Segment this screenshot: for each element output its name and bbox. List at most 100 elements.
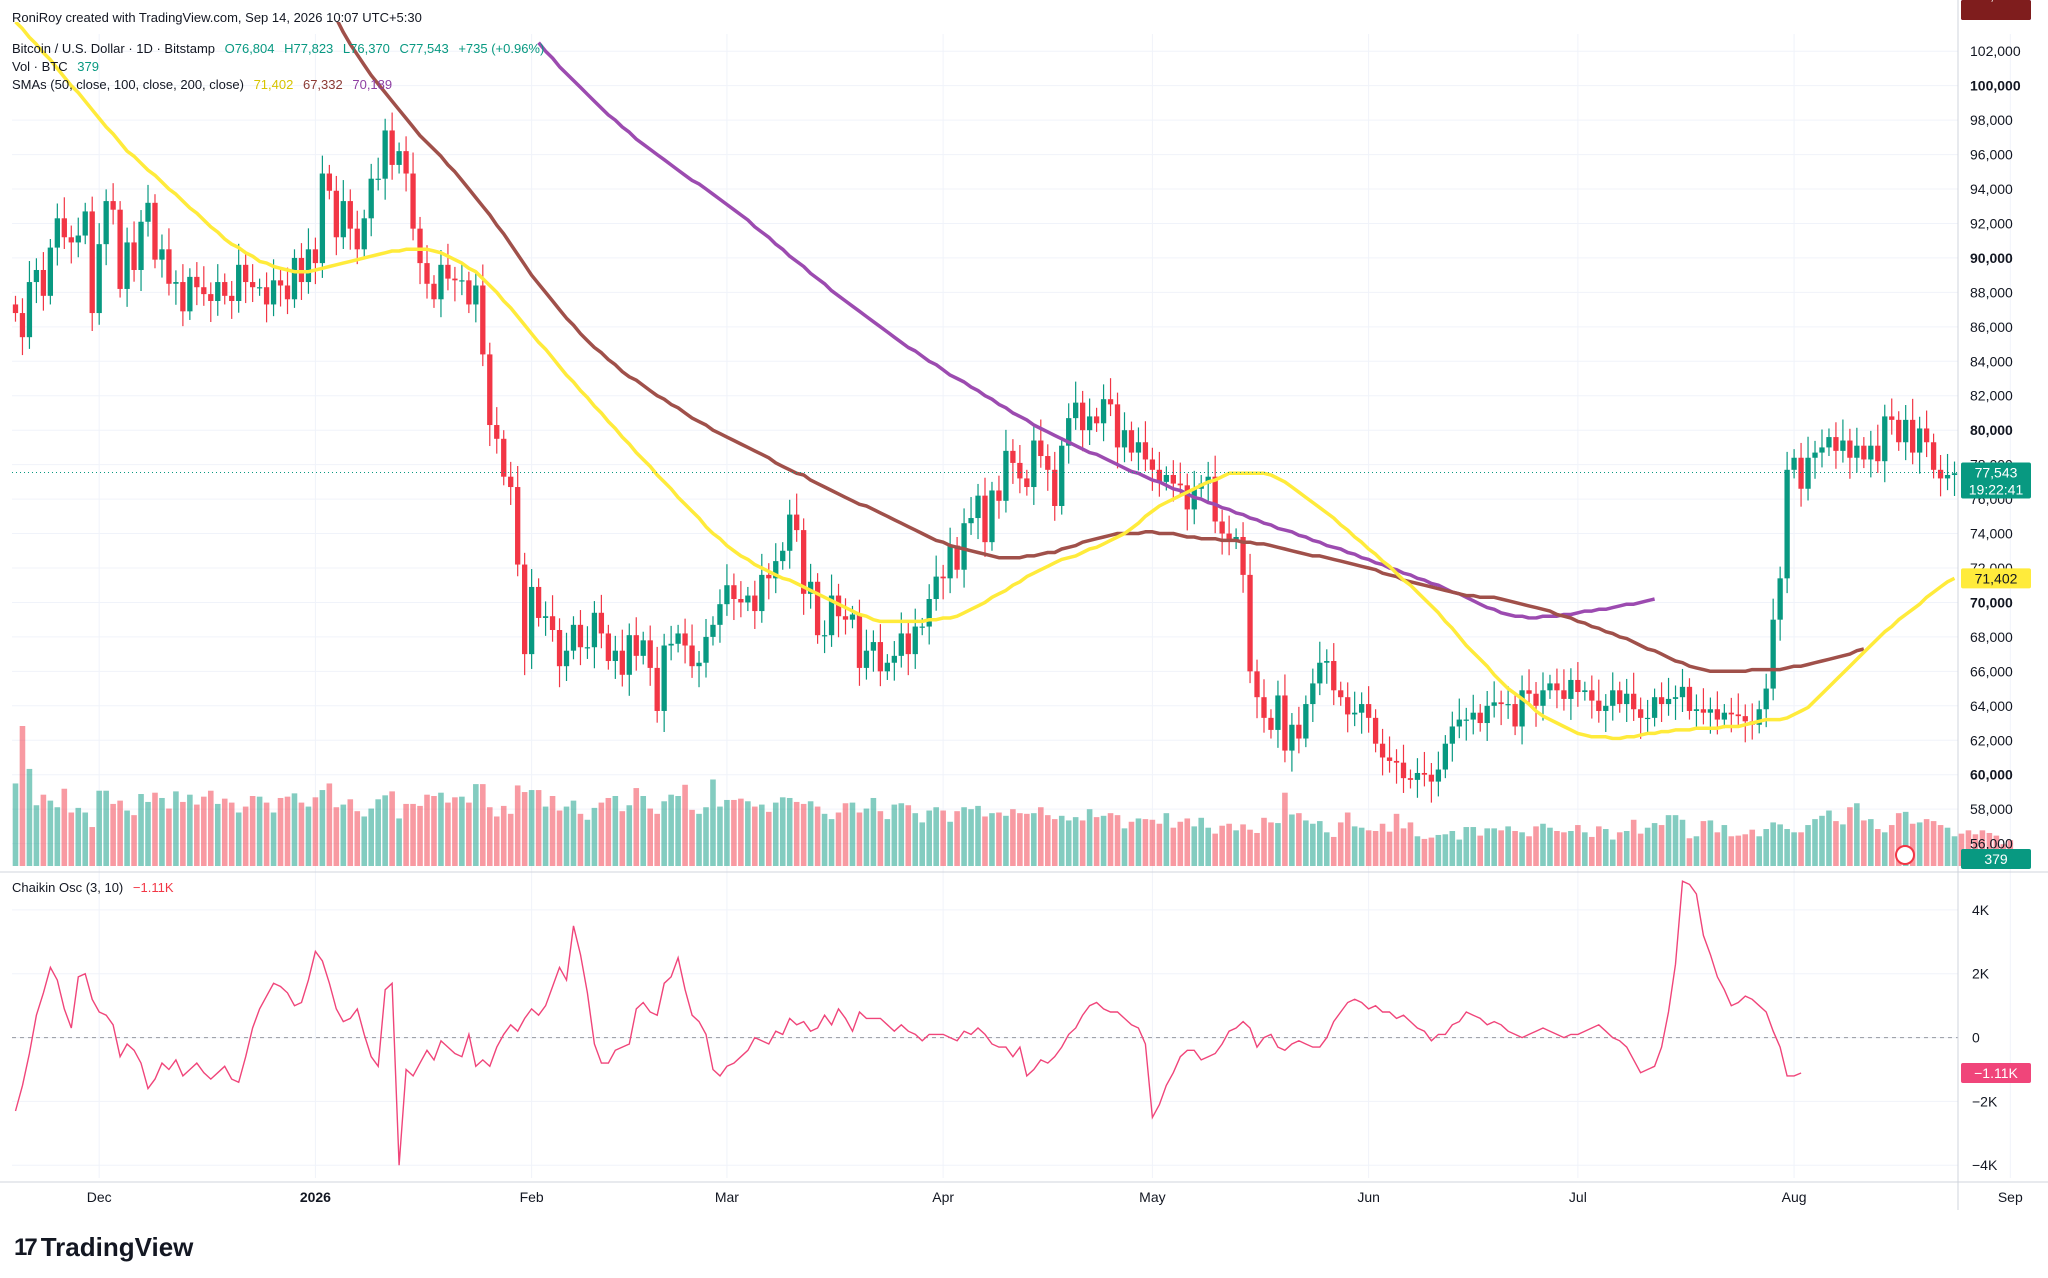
- volume-bar: [1219, 825, 1225, 866]
- candle-body: [905, 633, 911, 655]
- price-tick-label: 80,000: [1970, 422, 2013, 438]
- volume-bar: [1868, 819, 1874, 866]
- volume-bar: [828, 819, 835, 866]
- volume-value: 379: [77, 59, 99, 74]
- candle-body: [270, 280, 277, 305]
- high-value: H77,823: [284, 41, 334, 56]
- candle-body: [842, 616, 849, 620]
- volume-bar: [1212, 833, 1218, 866]
- candle-body: [1561, 690, 1567, 699]
- time-tick-label: Jul: [1569, 1189, 1587, 1205]
- volume-bar: [738, 798, 744, 866]
- tradingview-logo[interactable]: 17 TradingView: [14, 1232, 193, 1263]
- volume-bar: [1031, 813, 1037, 866]
- volume-bar: [166, 808, 172, 866]
- candle-body: [968, 518, 974, 524]
- volume-bar: [542, 806, 549, 866]
- price-tick-label: 92,000: [1970, 215, 2013, 231]
- volume-bar: [814, 806, 821, 866]
- volume-bar: [1254, 832, 1260, 866]
- candle-body: [1575, 679, 1581, 693]
- volume-bar: [1561, 832, 1567, 866]
- volume-label: Vol · BTC: [12, 59, 68, 74]
- price-tick-label: 84,000: [1970, 353, 2013, 369]
- volume-bars: [12, 726, 2014, 866]
- volume-bar: [12, 783, 19, 866]
- volume-bar: [1024, 813, 1030, 866]
- candle-body: [877, 642, 884, 672]
- volume-legend[interactable]: Vol · BTC 379: [12, 59, 105, 74]
- candle-body: [1379, 743, 1386, 758]
- candle-body: [1170, 474, 1176, 484]
- volume-bar: [1449, 831, 1456, 866]
- candle-body: [647, 640, 653, 668]
- price-tick-label: 58,000: [1970, 801, 2013, 817]
- candle-body: [487, 354, 493, 426]
- price-tick-label: 96,000: [1970, 147, 2013, 163]
- candle-body: [1449, 726, 1455, 744]
- volume-bar: [417, 805, 423, 866]
- volume-bar: [1658, 825, 1665, 866]
- symbol-legend[interactable]: Bitcoin / U.S. Dollar · 1D · Bitstamp O7…: [12, 41, 550, 56]
- candle-body: [1010, 450, 1016, 463]
- volume-bar: [47, 800, 54, 866]
- candle-body: [1121, 430, 1128, 448]
- volume-bar: [1484, 828, 1490, 866]
- candle-body: [473, 285, 479, 305]
- candle-body: [954, 545, 960, 570]
- candle-body: [1428, 774, 1435, 782]
- candle-body: [1756, 709, 1762, 725]
- volume-bar: [926, 810, 932, 866]
- candle-body: [682, 633, 688, 646]
- volume-bar: [1205, 827, 1211, 866]
- candle-body: [263, 287, 270, 305]
- candle-body: [501, 438, 507, 477]
- volume-bar: [717, 806, 723, 866]
- volume-bar: [1937, 825, 1944, 866]
- sma-legend[interactable]: SMAs (50, close, 100, close, 200, close)…: [12, 77, 398, 92]
- candle-body: [535, 586, 542, 618]
- volume-bar: [1630, 819, 1637, 866]
- oscillator-legend[interactable]: Chaikin Osc (3, 10) −1.11K: [12, 880, 180, 895]
- candle-body: [1372, 717, 1379, 744]
- candle-body: [201, 287, 207, 295]
- candle-body: [745, 595, 751, 603]
- candle-body: [326, 173, 333, 191]
- sma50-badge-text: 71,402: [1975, 570, 2018, 586]
- volume-bar: [445, 802, 451, 866]
- volume-bar: [556, 810, 563, 866]
- volume-bar: [1491, 828, 1497, 866]
- candle-body: [619, 650, 625, 675]
- volume-bar: [340, 804, 347, 866]
- candle-body: [403, 151, 409, 174]
- candle-body: [61, 218, 67, 238]
- volume-bar: [535, 790, 542, 866]
- candle-body: [1066, 418, 1072, 446]
- volume-bar: [1874, 829, 1881, 866]
- candle-body: [1498, 702, 1504, 705]
- candle-body: [884, 662, 891, 672]
- volume-bar: [326, 783, 333, 866]
- candle-body: [1693, 709, 1700, 711]
- candle-body: [82, 211, 88, 236]
- volume-bar: [856, 812, 863, 866]
- volume-bar: [96, 790, 102, 866]
- volume-bar: [1017, 813, 1023, 866]
- candle-body: [1930, 442, 1937, 470]
- volume-bar: [201, 796, 207, 866]
- candle-body: [1003, 450, 1009, 501]
- candle-body: [1889, 416, 1895, 420]
- volume-bar: [82, 812, 89, 866]
- volume-bar: [982, 816, 988, 866]
- volume-bar: [1393, 813, 1400, 866]
- candle-body: [1059, 445, 1065, 506]
- candle-body: [1100, 399, 1107, 424]
- time-tick-label: Feb: [520, 1189, 544, 1205]
- candle-body: [773, 561, 779, 579]
- volume-bar: [1644, 827, 1651, 866]
- volume-bar: [1881, 832, 1888, 866]
- candle-body: [654, 667, 660, 711]
- volume-bar: [800, 803, 807, 866]
- candle-body: [919, 626, 925, 628]
